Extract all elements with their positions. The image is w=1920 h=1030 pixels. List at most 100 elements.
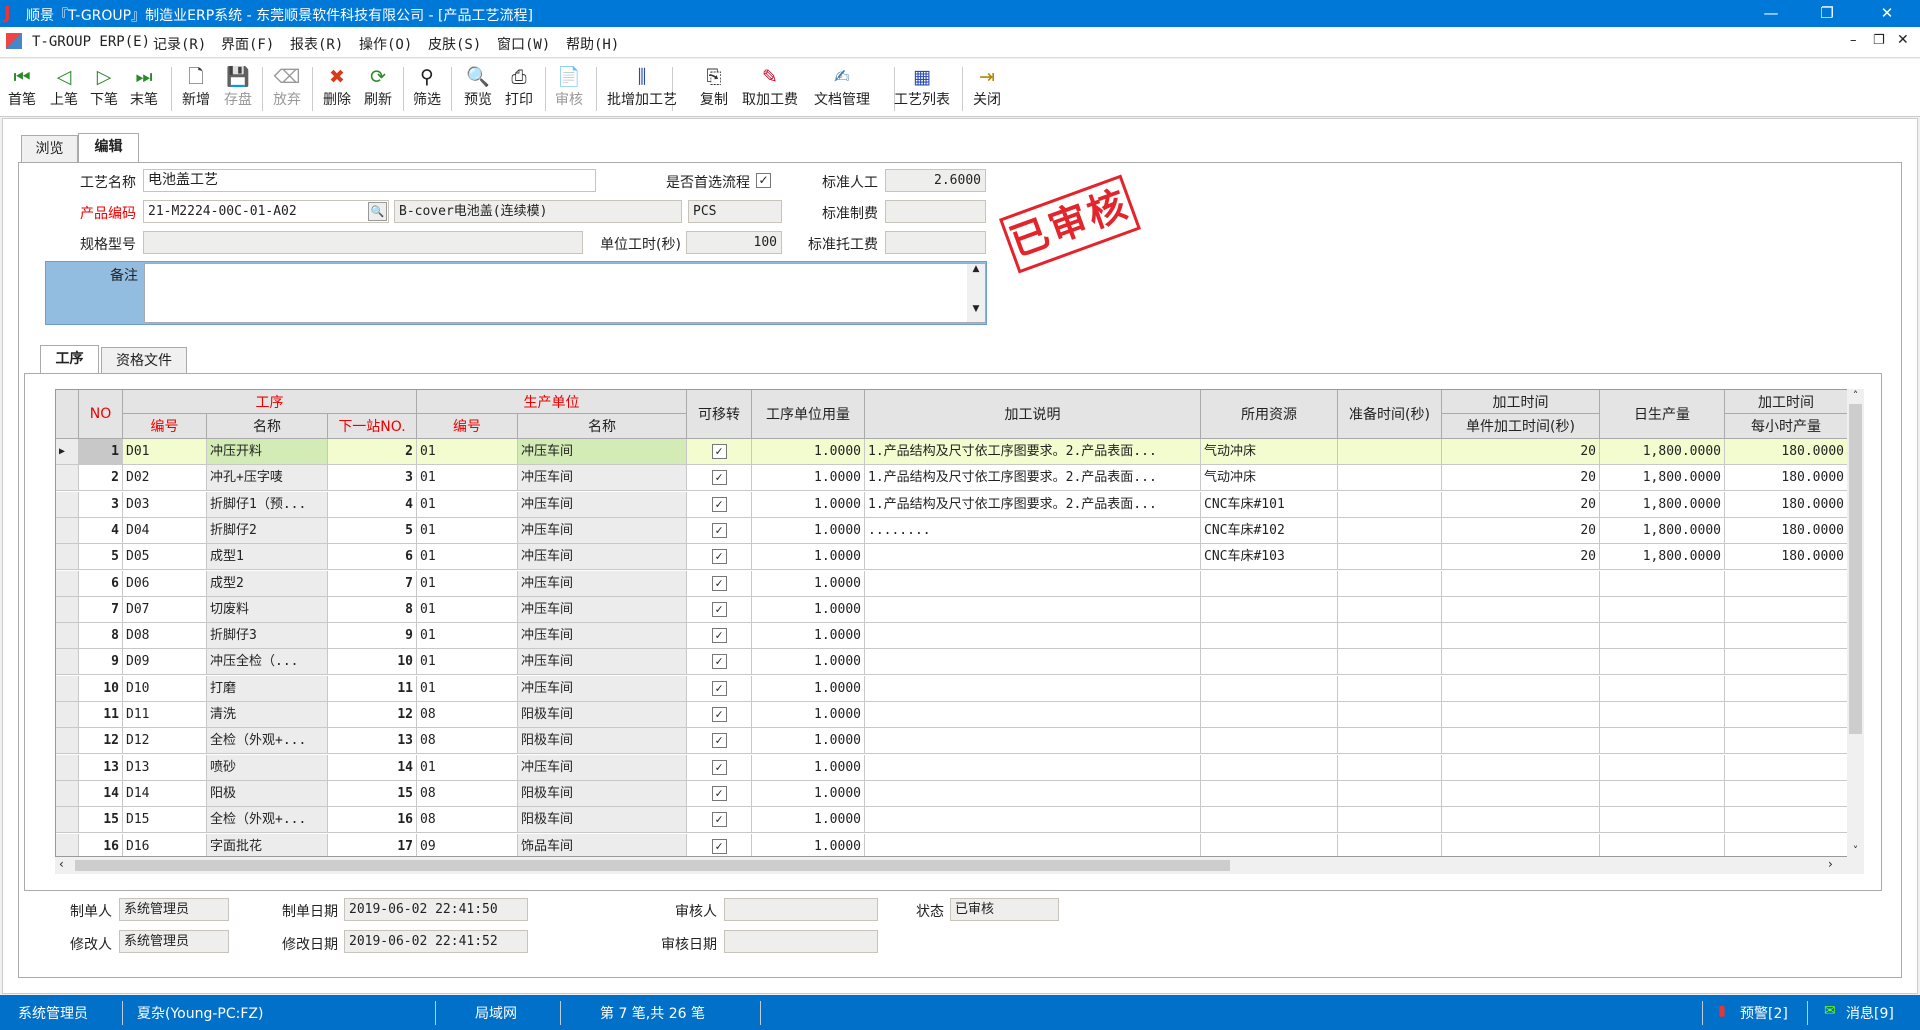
cell-hourly[interactable]	[1725, 570, 1848, 597]
product-code-input[interactable]: 21-M2224-00C-01-A02	[143, 200, 389, 223]
toolbar-button-last-record[interactable]: ⏭ 末笔	[121, 65, 167, 109]
cell-prep[interactable]	[1338, 439, 1442, 465]
toolbar-button-previous-record[interactable]: ◁ 上笔	[41, 65, 87, 109]
cell-resource[interactable]	[1201, 702, 1338, 728]
toolbar-button-refresh[interactable]: ⟳ 刷新	[355, 65, 401, 109]
cell-name[interactable]: 全检（外观+...	[207, 807, 328, 834]
cell-unit-name[interactable]: 冲压车间	[518, 570, 687, 597]
cell-unit-code[interactable]: 01	[417, 623, 518, 650]
cell-unit-time[interactable]: 20	[1442, 439, 1600, 465]
cell-no[interactable]: 12	[79, 728, 123, 755]
header-group-unit[interactable]: 生产单位	[417, 390, 687, 414]
toolbar-button-next-record[interactable]: ▷ 下笔	[81, 65, 127, 109]
remark-textarea[interactable]	[144, 263, 986, 323]
cell-unit-name[interactable]: 阳极车间	[518, 702, 687, 728]
toolbar-button-new-document[interactable]: 🗋 新增	[173, 65, 219, 109]
cell-hourly[interactable]	[1725, 833, 1848, 856]
cell-resource[interactable]	[1201, 754, 1338, 781]
cell-desc[interactable]	[865, 702, 1201, 728]
cell-code[interactable]: D06	[123, 570, 207, 597]
toolbar-button-audit-document[interactable]: 📄 审核	[546, 65, 592, 109]
cell-resource[interactable]: 气动冲床	[1201, 465, 1338, 492]
cell-resource[interactable]	[1201, 728, 1338, 755]
cell-name[interactable]: 冲压开料	[207, 439, 328, 465]
cell-hourly[interactable]	[1725, 649, 1848, 676]
toolbar-button-first-record[interactable]: ⏮ 首笔	[0, 65, 45, 109]
cell-next[interactable]: 16	[328, 807, 417, 834]
cell-unit-name[interactable]: 冲压车间	[518, 649, 687, 676]
cell-no[interactable]: 16	[79, 833, 123, 856]
cell-unit-name[interactable]: 冲压车间	[518, 491, 687, 518]
cell-unit-code[interactable]: 01	[417, 754, 518, 781]
cell-prep[interactable]	[1338, 702, 1442, 728]
cell-unit-time[interactable]	[1442, 570, 1600, 597]
row-indicator[interactable]	[56, 728, 79, 755]
minimize-button[interactable]: —	[1763, 4, 1779, 22]
cell-daily[interactable]	[1600, 623, 1725, 650]
messages-button[interactable]: 消息[9]	[1846, 1006, 1894, 1022]
toolbar-button-binoculars[interactable]: ⚲ 筛选	[404, 65, 450, 109]
cell-hourly[interactable]: 180.0000	[1725, 465, 1848, 492]
cell-code[interactable]: D05	[123, 544, 207, 571]
cell-name[interactable]: 折脚仔3	[207, 623, 328, 650]
cell-next[interactable]: 8	[328, 596, 417, 623]
mdi-minimize-button[interactable]: –	[1850, 33, 1857, 48]
cell-usage[interactable]: 1.0000	[752, 702, 865, 728]
toolbar-button-preview-magnifier[interactable]: 🔍 预览	[455, 65, 501, 109]
tab-process[interactable]: 工序	[40, 345, 99, 374]
cell-unit-time[interactable]: 20	[1442, 544, 1600, 571]
cell-prep[interactable]	[1338, 780, 1442, 807]
header-resource[interactable]: 所用资源	[1201, 390, 1338, 439]
cell-unit-code[interactable]: 01	[417, 675, 518, 702]
cell-no[interactable]: 10	[79, 675, 123, 702]
cell-unit-code[interactable]: 01	[417, 570, 518, 597]
cell-no[interactable]: 13	[79, 754, 123, 781]
row-indicator[interactable]	[56, 596, 79, 623]
toolbar-button-exit-door[interactable]: ⇥ 关闭	[964, 65, 1010, 109]
tab-edit[interactable]: 编辑	[78, 133, 139, 162]
header-movable[interactable]: 可移转	[687, 390, 752, 439]
cell-unit-time[interactable]	[1442, 623, 1600, 650]
cell-name[interactable]: 成型2	[207, 570, 328, 597]
cell-next[interactable]: 13	[328, 728, 417, 755]
cell-next[interactable]: 17	[328, 833, 417, 856]
cell-desc[interactable]	[865, 754, 1201, 781]
cell-unit-time[interactable]	[1442, 596, 1600, 623]
cell-name[interactable]: 喷砂	[207, 754, 328, 781]
cell-movable[interactable]: ✓	[687, 754, 752, 781]
cell-unit-code[interactable]: 01	[417, 649, 518, 676]
cell-usage[interactable]: 1.0000	[752, 623, 865, 650]
movable-checkbox[interactable]: ✓	[711, 444, 727, 459]
cell-code[interactable]: D16	[123, 833, 207, 856]
cell-prep[interactable]	[1338, 491, 1442, 518]
movable-checkbox[interactable]: ✓	[711, 601, 727, 617]
movable-checkbox[interactable]: ✓	[711, 654, 727, 670]
cell-unit-code[interactable]: 01	[417, 465, 518, 492]
cell-name[interactable]: 打磨	[207, 675, 328, 702]
cell-prep[interactable]	[1338, 623, 1442, 650]
cell-usage[interactable]: 1.0000	[752, 570, 865, 597]
cell-next[interactable]: 5	[328, 517, 417, 544]
cell-next[interactable]: 15	[328, 780, 417, 807]
menu-window[interactable]: 窗口(W)	[497, 37, 551, 53]
cell-no[interactable]: 9	[79, 649, 123, 676]
cell-unit-name[interactable]: 阳极车间	[518, 780, 687, 807]
cell-no[interactable]: 8	[79, 623, 123, 650]
cell-movable[interactable]: ✓	[687, 491, 752, 518]
menu-erp[interactable]: T-GROUP ERP(E)	[32, 34, 151, 50]
cell-daily[interactable]: 1,800.0000	[1600, 491, 1725, 518]
cell-resource[interactable]	[1201, 623, 1338, 650]
header-code[interactable]: 编号	[123, 414, 207, 439]
toolbar-button-copy[interactable]: ⎘ 复制	[691, 65, 737, 109]
mdi-close-button[interactable]: ✕	[1897, 32, 1909, 48]
cell-unit-code[interactable]: 01	[417, 544, 518, 571]
row-indicator[interactable]	[56, 544, 79, 571]
row-indicator[interactable]	[56, 465, 79, 492]
cell-daily[interactable]: 1,800.0000	[1600, 439, 1725, 465]
cell-prep[interactable]	[1338, 807, 1442, 834]
row-indicator[interactable]	[56, 491, 79, 518]
horizontal-scrollbar[interactable]: ‹ ›	[55, 857, 1864, 874]
std-mfg-input[interactable]	[885, 200, 986, 223]
header-usage[interactable]: 工序单位用量	[752, 390, 865, 439]
cell-movable[interactable]: ✓	[687, 728, 752, 755]
